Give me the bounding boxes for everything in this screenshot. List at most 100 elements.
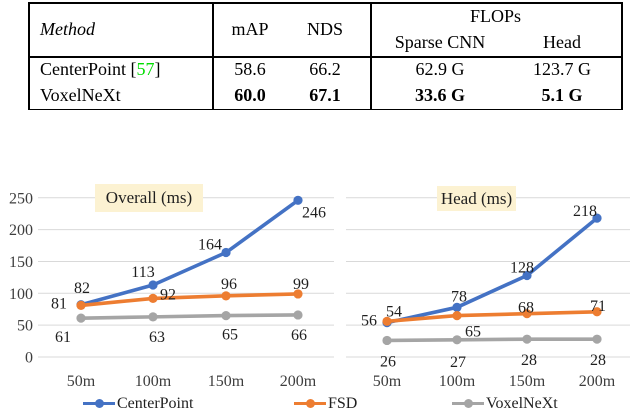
data-point (221, 291, 231, 301)
series-FSD: 81 92 96 99 (51, 276, 309, 313)
table-divider-flops (370, 2, 372, 110)
x-axis-tick-label: 100m (135, 373, 172, 390)
data-label: 27 (450, 354, 466, 371)
data-point (452, 302, 462, 312)
data-point (76, 313, 86, 323)
data-label: 63 (149, 329, 165, 346)
data-label: 61 (55, 329, 71, 346)
data-label: 96 (221, 276, 237, 293)
data-label: 128 (510, 259, 534, 276)
method-name: CenterPoint (40, 59, 126, 79)
x-axis-tick-label: 200m (280, 373, 317, 390)
fsd-line-marker-icon (294, 398, 326, 408)
table-row-method: CenterPoint [57] (40, 56, 161, 82)
data-label: 218 (573, 203, 597, 220)
table-cell-map: 58.6 (234, 59, 266, 79)
series-VoxelNeXt: 26 27 28 28 (380, 334, 606, 371)
table-border-right (621, 2, 623, 110)
table-header-sparse-cnn: Sparse CNN (394, 32, 486, 52)
table-header-flops: FLOPs (469, 6, 522, 26)
voxelnext-line-marker-icon (452, 398, 484, 408)
x-axis-tick-label: 150m (509, 373, 546, 390)
table-header-head: Head (543, 32, 581, 52)
table-cell-sparse-cnn: 62.9 G (415, 59, 465, 79)
y-axis-tick-label: 0 (25, 350, 33, 367)
x-axis-tick-label: 200m (579, 373, 616, 390)
overall-chart-title: Overall (ms) (95, 184, 203, 212)
results-table: Method mAP NDS FLOPs Sparse CNN Head Cen… (28, 2, 623, 111)
x-axis-tick-label: 100m (439, 373, 476, 390)
series-line (385, 216, 599, 325)
data-point (382, 316, 392, 326)
x-axis-tick-label: 50m (373, 373, 402, 390)
y-axis-tick-label: 50 (17, 318, 33, 335)
y-axis-tick-label: 100 (9, 286, 33, 303)
series-FSD: 56 65 68 71 (361, 298, 606, 341)
chart-legend: CenterPoint FSD VoxelNeXt (0, 395, 640, 412)
legend-label: VoxelNeXt (486, 394, 558, 412)
data-label: 78 (451, 288, 467, 305)
data-point (522, 270, 532, 281)
data-point (76, 300, 86, 311)
data-label: 28 (590, 352, 606, 369)
data-point (592, 334, 602, 344)
data-label: 65 (222, 327, 238, 344)
data-label: 65 (465, 324, 481, 341)
series-line (79, 198, 300, 307)
series-line (385, 309, 599, 324)
data-point (221, 247, 231, 258)
legend-entry-centerpoint: CenterPoint (83, 395, 193, 412)
series-CenterPoint: 82 113 164 246 (74, 195, 326, 310)
data-point (522, 334, 532, 344)
data-label: 56 (361, 312, 377, 329)
data-label: 82 (74, 280, 90, 297)
latency-charts: 0 50 100 150 200 250 50m 100m 150m 200m 82 113 164 24… (9, 190, 630, 390)
data-label: 246 (302, 204, 326, 221)
table-header-nds: NDS (306, 19, 343, 39)
table-cell-map: 60.0 (234, 85, 266, 105)
data-label: 28 (521, 352, 537, 369)
legend-label: FSD (328, 394, 358, 412)
citation-number: 57 (136, 59, 155, 79)
table-cell-sparse-cnn: 33.6 G (414, 85, 465, 105)
data-label: 68 (518, 300, 534, 317)
data-point (293, 289, 303, 299)
legend-entry-voxelnext: VoxelNeXt (452, 395, 558, 412)
table-row-method: VoxelNeXt (40, 85, 121, 105)
data-label: 71 (590, 298, 606, 315)
overall-chart: 0 50 100 150 200 250 50m 100m 150m 200m 82 113 164 24… (9, 190, 334, 390)
table-border-top (28, 2, 623, 4)
series-line (79, 292, 300, 308)
legend-label: CenterPoint (117, 394, 194, 412)
table-cell-nds: 67.1 (309, 85, 341, 105)
citation-bracket-close: ] (154, 59, 161, 79)
table-header-separator (28, 56, 623, 58)
data-point (592, 213, 602, 223)
y-axis-tick-label: 200 (9, 222, 33, 239)
data-label: 81 (51, 295, 67, 312)
table-border-left (28, 2, 30, 110)
data-point (293, 195, 303, 205)
x-axis-tick-label: 150m (208, 373, 245, 390)
data-point (452, 335, 462, 345)
data-point (221, 310, 231, 321)
table-header-map: mAP (231, 19, 269, 39)
data-label: 99 (293, 276, 309, 293)
legend-entry-fsd: FSD (294, 395, 357, 412)
series-CenterPoint: 54 78 128 218 (382, 203, 602, 328)
data-point (148, 280, 158, 290)
series-VoxelNeXt: 61 63 65 66 (55, 310, 307, 346)
data-point (382, 335, 392, 346)
x-axis-tick-label: 50m (67, 373, 96, 390)
y-axis-tick-label: 250 (9, 190, 33, 207)
table-header-method: Method (40, 19, 95, 39)
table-cell-nds: 66.2 (309, 59, 341, 79)
y-axis-tick-label: 150 (9, 254, 33, 271)
data-point (293, 310, 303, 320)
table-cell-head: 123.7 G (533, 59, 591, 79)
series-line (79, 313, 300, 320)
table-divider-method (212, 2, 214, 110)
data-point (148, 312, 158, 322)
data-point (148, 293, 158, 303)
